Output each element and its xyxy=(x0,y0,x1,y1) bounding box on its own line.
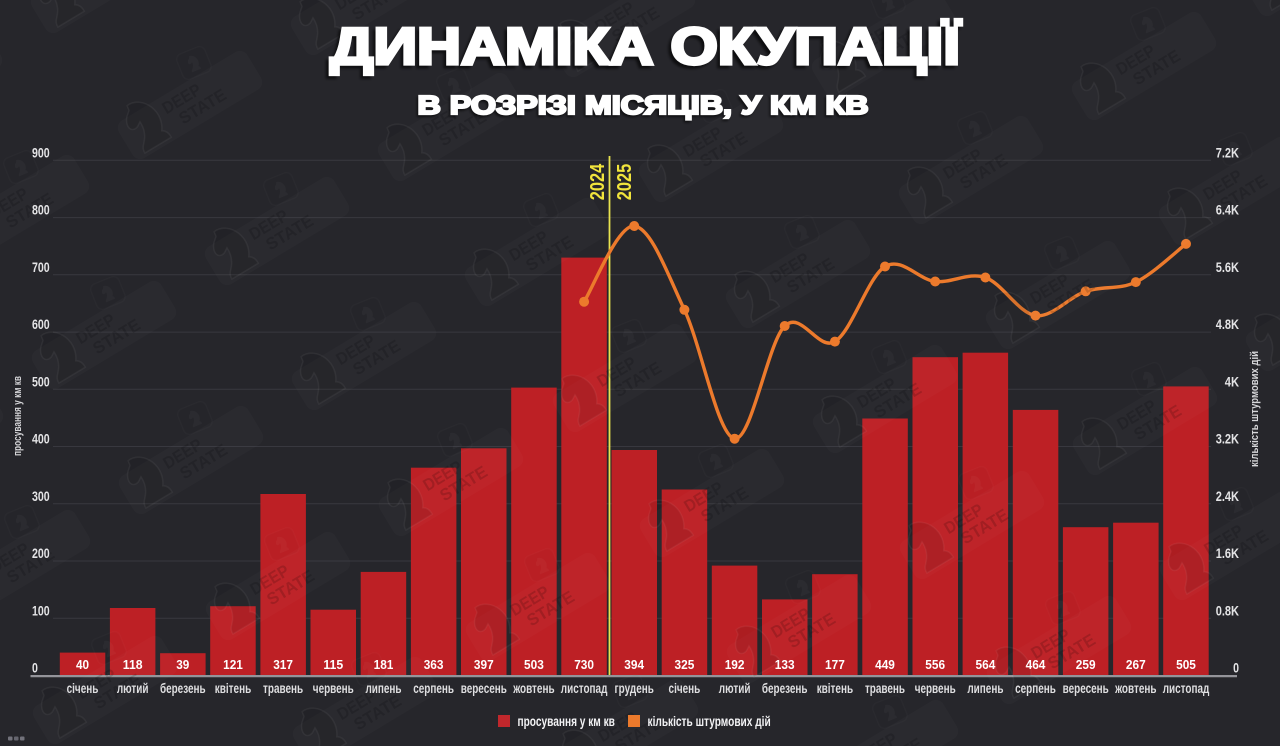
svg-text:листопад: листопад xyxy=(561,681,608,696)
svg-text:січень: січень xyxy=(67,681,99,696)
svg-text:6.4K: 6.4K xyxy=(1216,202,1239,218)
svg-text:464: 464 xyxy=(1026,657,1046,672)
svg-text:503: 503 xyxy=(524,657,544,672)
svg-text:квітень: квітень xyxy=(817,681,853,696)
svg-text:просування у км кв: просування у км кв xyxy=(12,376,24,456)
svg-text:600: 600 xyxy=(32,316,50,332)
svg-text:ДИНАМІКА ОКУПАЦІЇ: ДИНАМІКА ОКУПАЦІЇ xyxy=(327,21,959,79)
svg-text:177: 177 xyxy=(825,657,845,672)
svg-text:325: 325 xyxy=(675,657,695,672)
svg-text:серпень: серпень xyxy=(1015,681,1056,696)
svg-text:317: 317 xyxy=(273,657,293,672)
svg-text:квітень: квітень xyxy=(215,681,251,696)
svg-text:червень: червень xyxy=(313,681,354,696)
svg-text:118: 118 xyxy=(123,657,143,672)
svg-text:вересень: вересень xyxy=(461,681,507,696)
svg-text:жовтень: жовтень xyxy=(1114,681,1156,696)
svg-text:кількість штурмових дій: кількість штурмових дій xyxy=(1249,351,1261,467)
svg-text:115: 115 xyxy=(323,657,343,672)
svg-text:4K: 4K xyxy=(1225,373,1239,389)
svg-text:564: 564 xyxy=(976,657,996,672)
svg-text:505: 505 xyxy=(1176,657,1196,672)
svg-text:січень: січень xyxy=(669,681,701,696)
svg-text:березень: березень xyxy=(160,681,206,696)
svg-text:серпень: серпень xyxy=(413,681,454,696)
svg-text:березень: березень xyxy=(762,681,808,696)
svg-text:100: 100 xyxy=(32,602,50,618)
svg-text:394: 394 xyxy=(624,657,644,672)
svg-text:грудень: грудень xyxy=(615,681,654,696)
svg-text:2.4K: 2.4K xyxy=(1216,488,1239,504)
svg-text:259: 259 xyxy=(1076,657,1096,672)
svg-text:жовтень: жовтень xyxy=(512,681,554,696)
svg-text:267: 267 xyxy=(1126,657,1146,672)
svg-text:2024: 2024 xyxy=(587,163,609,200)
svg-text:200: 200 xyxy=(32,545,50,561)
svg-text:192: 192 xyxy=(725,657,745,672)
svg-text:0: 0 xyxy=(1233,660,1239,676)
svg-text:ДИНАМІКА ОКУПАЦІЇ: ДИНАМІКА ОКУПАЦІЇ xyxy=(330,18,962,76)
svg-text:800: 800 xyxy=(32,202,50,218)
svg-text:556: 556 xyxy=(925,657,945,672)
svg-text:листопад: листопад xyxy=(1163,681,1210,696)
svg-text:397: 397 xyxy=(474,657,494,672)
svg-text:5.6K: 5.6K xyxy=(1216,259,1239,275)
svg-text:лютий: лютий xyxy=(719,681,751,696)
svg-text:449: 449 xyxy=(875,657,895,672)
svg-text:травень: травень xyxy=(263,681,303,696)
svg-text:липень: липень xyxy=(365,681,401,696)
svg-text:В РОЗРІЗІ МІСЯЦІВ, У КМ КВ: В РОЗРІЗІ МІСЯЦІВ, У КМ КВ xyxy=(418,90,869,120)
svg-text:1.6K: 1.6K xyxy=(1216,545,1239,561)
svg-text:133: 133 xyxy=(775,657,795,672)
svg-text:червень: червень xyxy=(915,681,956,696)
svg-text:вересень: вересень xyxy=(1063,681,1109,696)
svg-text:просування у км кв: просування у км кв xyxy=(518,714,615,729)
svg-text:7.2K: 7.2K xyxy=(1216,144,1239,160)
svg-text:500: 500 xyxy=(32,373,50,389)
svg-text:300: 300 xyxy=(32,488,50,504)
svg-text:40: 40 xyxy=(76,657,89,672)
svg-text:900: 900 xyxy=(32,144,50,160)
svg-text:181: 181 xyxy=(374,657,394,672)
svg-text:кількість штурмових дій: кількість штурмових дій xyxy=(648,714,771,729)
svg-text:лютий: лютий xyxy=(117,681,149,696)
svg-text:730: 730 xyxy=(574,657,594,672)
svg-text:липень: липень xyxy=(967,681,1003,696)
svg-text:39: 39 xyxy=(176,657,189,672)
svg-text:121: 121 xyxy=(223,657,243,672)
svg-text:700: 700 xyxy=(32,259,50,275)
svg-text:2025: 2025 xyxy=(614,164,636,201)
svg-text:363: 363 xyxy=(424,657,444,672)
svg-text:0.8K: 0.8K xyxy=(1216,602,1239,618)
svg-text:В РОЗРІЗІ МІСЯЦІВ, У КМ КВ: В РОЗРІЗІ МІСЯЦІВ, У КМ КВ xyxy=(416,92,867,122)
svg-text:4.8K: 4.8K xyxy=(1216,316,1239,332)
svg-text:400: 400 xyxy=(32,431,50,447)
svg-text:травень: травень xyxy=(865,681,905,696)
svg-text:0: 0 xyxy=(32,660,38,676)
svg-text:3.2K: 3.2K xyxy=(1216,431,1239,447)
